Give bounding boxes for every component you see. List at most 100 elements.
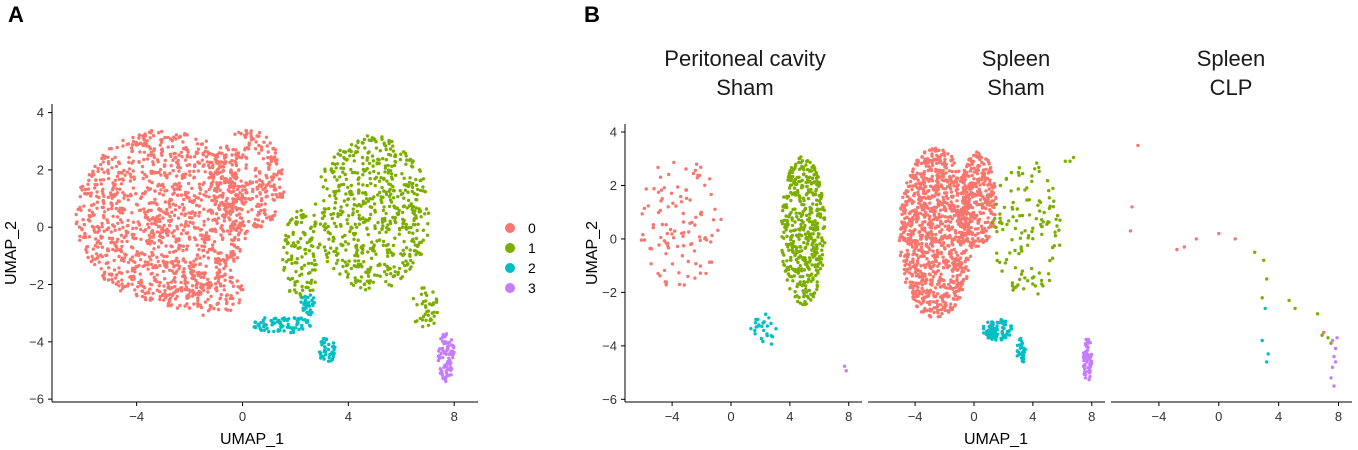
point: [995, 251, 999, 255]
point: [206, 286, 210, 290]
point: [794, 192, 798, 197]
point: [1266, 352, 1270, 356]
point: [270, 215, 274, 220]
series-3: [436, 332, 456, 384]
point: [165, 188, 169, 193]
x-tick-label: 0: [970, 409, 977, 424]
point: [83, 187, 88, 192]
point: [813, 220, 817, 224]
point: [927, 217, 931, 221]
point: [270, 175, 274, 179]
point: [947, 310, 951, 314]
point: [924, 237, 929, 241]
y-tick-label: −2: [602, 285, 617, 300]
point: [159, 183, 163, 188]
point: [382, 205, 386, 209]
point: [244, 163, 248, 167]
point: [168, 214, 172, 219]
point: [170, 244, 174, 249]
point: [930, 278, 934, 282]
x-tick-label: 8: [1088, 409, 1095, 424]
point: [119, 182, 124, 186]
point: [347, 259, 351, 263]
point: [126, 218, 130, 223]
point: [356, 182, 361, 186]
point: [196, 169, 201, 173]
point: [231, 296, 235, 301]
point: [332, 175, 337, 179]
point: [288, 289, 292, 293]
point: [1019, 245, 1023, 249]
point: [351, 207, 355, 211]
point: [806, 188, 811, 193]
point: [361, 173, 365, 177]
point: [202, 207, 206, 211]
point: [328, 352, 332, 357]
point: [1023, 347, 1027, 351]
point: [922, 170, 927, 174]
point: [336, 214, 340, 219]
point: [782, 236, 786, 240]
point: [399, 192, 404, 197]
point: [179, 223, 183, 227]
point: [949, 280, 953, 284]
point: [911, 184, 915, 188]
point: [965, 170, 969, 174]
point: [973, 239, 978, 243]
point: [95, 183, 99, 187]
point: [411, 296, 416, 301]
point: [1265, 277, 1269, 281]
point: [122, 235, 126, 240]
point: [930, 238, 935, 242]
point: [365, 279, 370, 283]
point: [229, 190, 233, 195]
point: [761, 339, 765, 344]
point: [408, 252, 412, 257]
point: [944, 191, 949, 195]
point: [341, 243, 345, 247]
point: [375, 273, 379, 278]
point: [425, 309, 429, 314]
point: [192, 269, 196, 273]
y-axis-title: UMAP_2: [3, 221, 20, 285]
point: [970, 162, 974, 166]
point: [805, 290, 809, 294]
point: [177, 238, 181, 242]
point: [156, 160, 160, 164]
point: [89, 259, 94, 264]
point: [961, 236, 965, 240]
point: [388, 219, 392, 223]
point: [208, 171, 212, 175]
point: [203, 241, 207, 245]
point: [323, 228, 327, 232]
point: [149, 208, 153, 212]
point: [323, 346, 327, 350]
point: [981, 230, 986, 235]
point: [789, 255, 793, 260]
point: [144, 228, 148, 232]
point: [757, 323, 761, 327]
point: [967, 157, 971, 161]
point: [797, 211, 802, 215]
point: [267, 167, 271, 171]
point: [1020, 341, 1025, 346]
point: [929, 308, 933, 312]
point: [356, 191, 361, 195]
point: [681, 220, 686, 224]
point: [113, 178, 118, 182]
point: [917, 195, 922, 199]
point: [400, 172, 404, 176]
point: [1001, 227, 1005, 232]
point: [1020, 171, 1025, 176]
point: [920, 172, 925, 176]
facet-title-line1: Peritoneal cavity: [664, 46, 825, 71]
point: [916, 159, 920, 164]
point: [261, 157, 265, 161]
point: [788, 264, 793, 269]
point: [1194, 237, 1199, 241]
point: [707, 260, 712, 264]
point: [87, 235, 92, 239]
point: [148, 282, 152, 286]
point: [799, 225, 803, 230]
point: [337, 189, 341, 193]
